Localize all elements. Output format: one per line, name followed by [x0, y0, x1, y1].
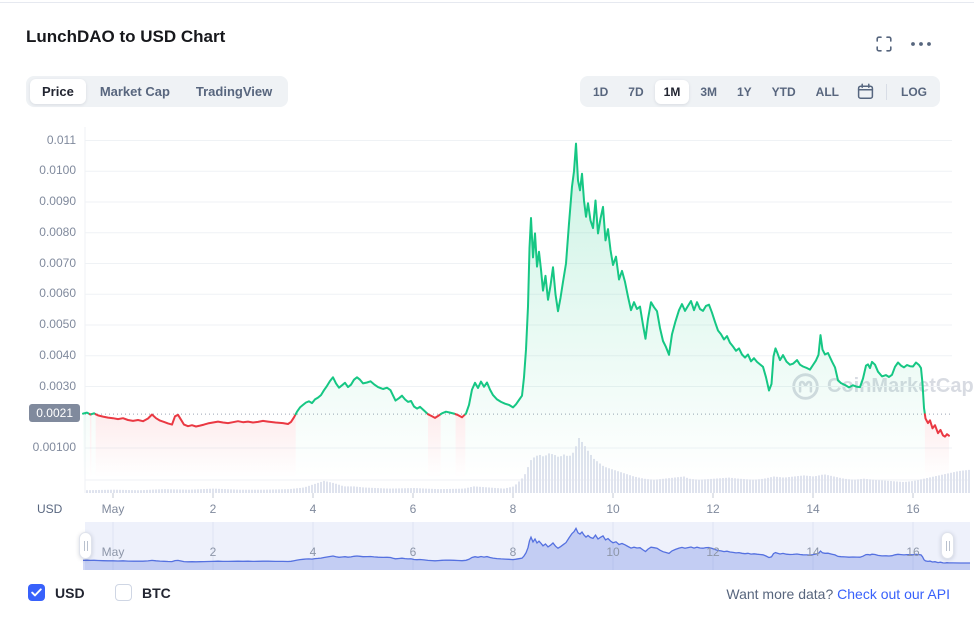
toolbar-divider: [886, 83, 887, 100]
navigator-right-handle[interactable]: [941, 532, 954, 559]
y-axis-label: 0.0100: [39, 163, 76, 178]
tab-market-cap[interactable]: Market Cap: [88, 79, 182, 104]
navigator-axis-label: 4: [309, 545, 317, 559]
usd-checkbox[interactable]: [28, 584, 45, 601]
date-range-toolbar: 1D 7D 1M 3M 1Y YTD ALL LOG: [579, 76, 940, 107]
tab-tradingview[interactable]: TradingView: [184, 79, 284, 104]
calendar-icon: [857, 83, 874, 99]
navigator-axis-label: 8: [509, 545, 517, 559]
navigator-axis-label: 16: [906, 545, 920, 559]
y-axis-label: 0.00100: [32, 440, 76, 454]
log-scale-button[interactable]: LOG: [892, 80, 936, 104]
fullscreen-icon: [876, 36, 892, 52]
range-1y[interactable]: 1Y: [728, 80, 761, 104]
three-dots-icon: [911, 42, 931, 46]
api-link[interactable]: Check out our API: [837, 586, 950, 602]
range-3m[interactable]: 3M: [691, 80, 726, 104]
api-promo: Want more data? Check out our API: [726, 586, 950, 602]
y-axis-label: 0.011: [46, 132, 76, 147]
navigator-axis-label: 10: [606, 545, 620, 559]
y-axis-label: 0.0070: [39, 255, 76, 270]
chart-view-tabs: Price Market Cap TradingView: [26, 76, 289, 107]
x-axis-label: 16: [906, 502, 920, 516]
y-axis-label: 0.0040: [39, 347, 76, 362]
checkmark-icon: [31, 588, 42, 597]
calendar-button[interactable]: [850, 80, 881, 103]
x-axis-label: 10: [606, 502, 620, 516]
api-prompt-text: Want more data?: [726, 586, 838, 602]
navigator-axis-label: 12: [706, 545, 720, 559]
navigator-axis-label: 2: [209, 545, 217, 559]
btc-checkbox-label: BTC: [142, 584, 171, 601]
x-axis-label: 12: [706, 502, 720, 516]
x-axis-label: 14: [806, 502, 820, 516]
y-axis-label: 0.0030: [39, 378, 76, 393]
top-divider: [0, 2, 974, 3]
range-7d[interactable]: 7D: [619, 80, 652, 104]
current-price-badge: 0.0021: [29, 404, 80, 422]
y-axis-unit-label: USD: [37, 502, 63, 516]
navigator-axis-label: May: [101, 545, 125, 559]
x-axis-label: 6: [409, 502, 417, 516]
x-axis-label: 2: [209, 502, 217, 516]
y-axis-label: 0.0090: [39, 194, 76, 208]
currency-toggle-usd[interactable]: USD: [28, 584, 85, 601]
y-axis-label: 0.0080: [39, 224, 76, 239]
currency-toggle-btc[interactable]: BTC: [115, 584, 171, 601]
page-title: LunchDAO to USD Chart: [26, 27, 226, 46]
navigator-axis-label: 14: [806, 545, 820, 559]
x-axis-label: 8: [509, 502, 517, 516]
range-1m[interactable]: 1M: [654, 79, 690, 104]
range-ytd[interactable]: YTD: [763, 80, 805, 104]
tab-price[interactable]: Price: [30, 79, 86, 104]
usd-checkbox-label: USD: [55, 584, 85, 601]
y-axis-label: 0.0050: [39, 317, 76, 331]
navigator-left-handle[interactable]: [79, 532, 92, 559]
x-axis-label: May: [101, 502, 125, 516]
navigator-axis-label: 6: [409, 545, 417, 559]
range-1d[interactable]: 1D: [584, 80, 617, 104]
more-options-button[interactable]: [910, 35, 932, 53]
y-axis-label: 0.0060: [39, 286, 76, 301]
fullscreen-button[interactable]: [873, 35, 895, 53]
range-all[interactable]: ALL: [807, 80, 848, 104]
btc-checkbox[interactable]: [115, 584, 132, 601]
x-axis-label: 4: [309, 502, 317, 516]
